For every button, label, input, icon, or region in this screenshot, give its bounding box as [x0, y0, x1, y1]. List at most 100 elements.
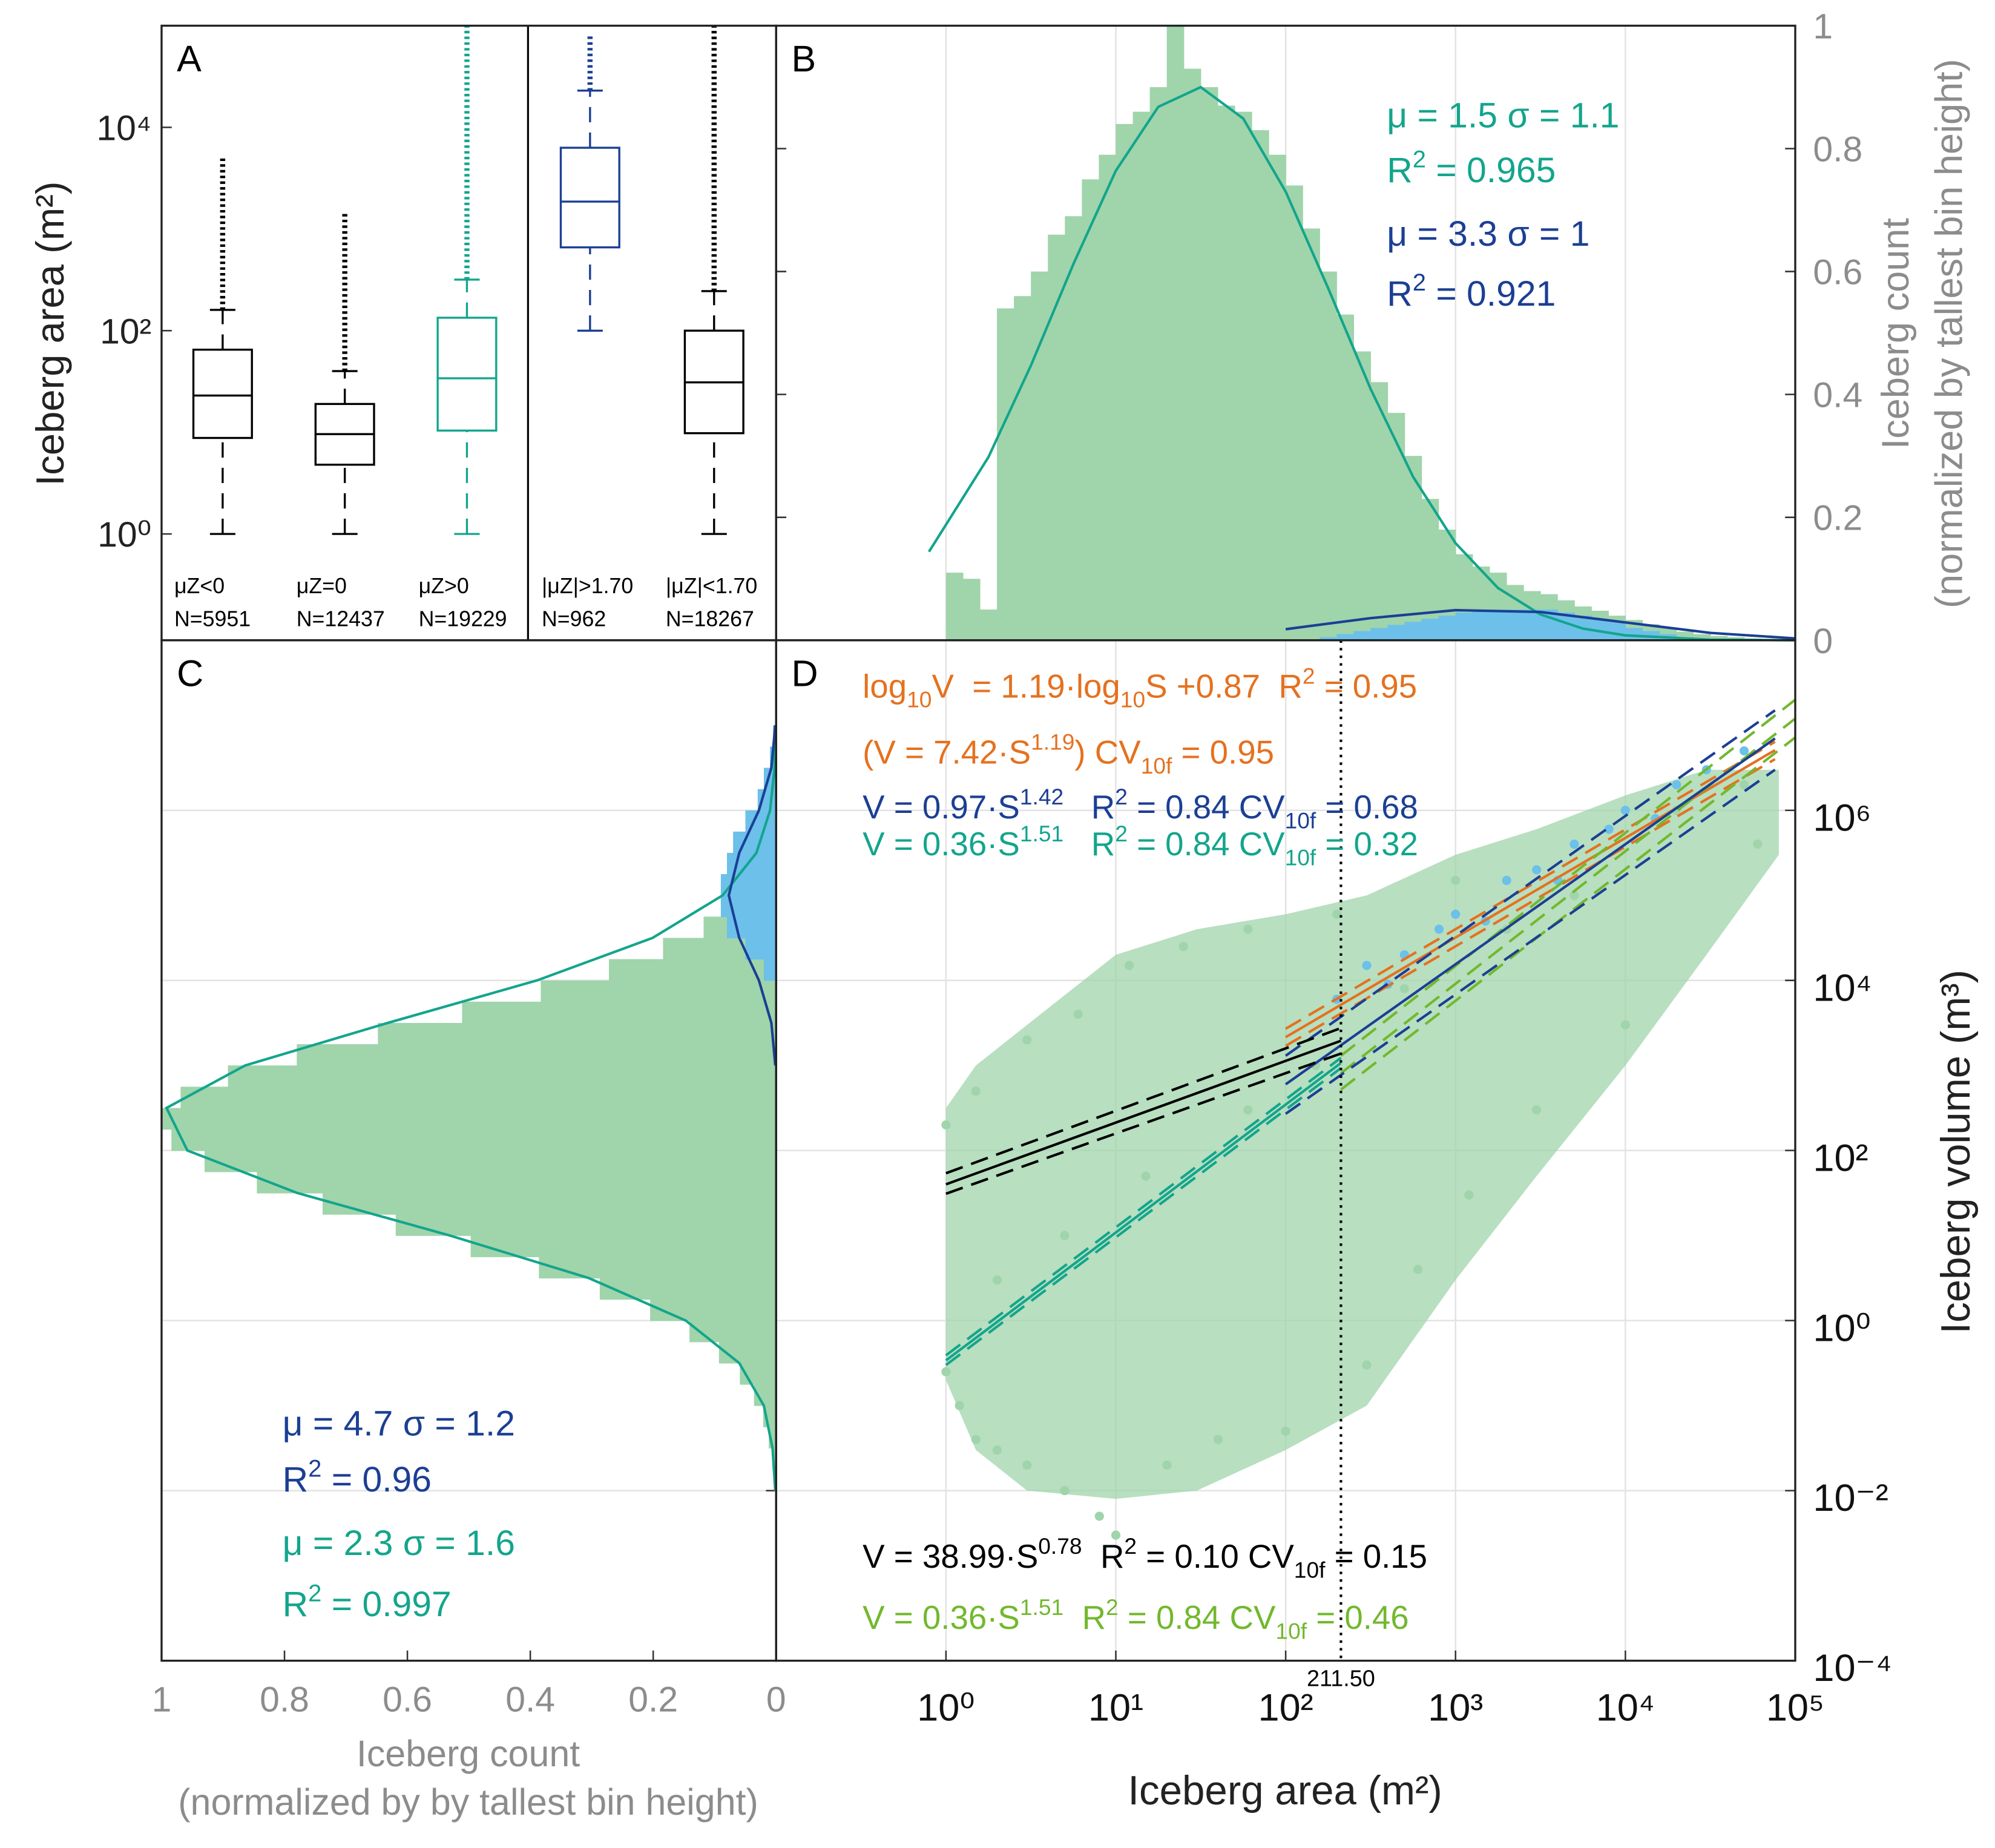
category-label: |μZ|>1.70 [542, 574, 633, 598]
annotation-part: R [1387, 151, 1413, 190]
fit-line [1340, 736, 1796, 1091]
scatter-point [1243, 924, 1253, 934]
annotation-part: V = 38.99·S [863, 1538, 1038, 1575]
annotation-part: V = 0.36·S [863, 1599, 1020, 1636]
scatter-point [1672, 780, 1681, 789]
annotation-part: = 0.10 CV [1137, 1538, 1294, 1575]
x-axis-label: Iceberg count [357, 1733, 580, 1774]
category-label: |μZ|<1.70 [666, 574, 757, 598]
histogram-bar [1251, 130, 1269, 640]
histogram-bar [1269, 154, 1286, 640]
scatter-point [1178, 942, 1188, 952]
x-tick-label: 0.8 [260, 1680, 309, 1720]
annotation-part: 1.19 [1031, 729, 1074, 755]
scatter-point [971, 1086, 981, 1096]
histogram-bar [1353, 351, 1372, 640]
x-tick-label: 10⁴ [1596, 1686, 1655, 1729]
annotation-part: μ = 2.3 σ = 1.6 [283, 1524, 515, 1563]
histogram-bar [1320, 637, 1337, 640]
y-axis-label: Iceberg volume (m³) [1933, 970, 1979, 1334]
annotation-part: 10 [907, 687, 932, 712]
histogram-bar [1116, 123, 1134, 640]
y-tick-label: 0.4 [1813, 376, 1862, 415]
fit-line [945, 1062, 1342, 1362]
annotation: V = 0.36·S1.51 R2 = 0.84 CV10f = 0.46 [863, 1594, 1409, 1643]
scatter-point [1569, 840, 1579, 849]
point-cloud [945, 769, 1779, 1499]
annotation-part: 10f [1141, 753, 1172, 778]
histogram-bar [1031, 271, 1048, 640]
annotation-part: 2 [308, 1455, 321, 1482]
annotation-part: 1.51 [1020, 821, 1063, 846]
y-tick-label: 10⁰ [1813, 1307, 1870, 1349]
box-plot [436, 25, 498, 535]
histogram-bar [171, 1129, 777, 1151]
annotation-part: V = 0.36·S [863, 826, 1020, 863]
y-axis-label: Iceberg count [1875, 218, 1917, 450]
annotation-part: = 0.95 [1172, 734, 1274, 771]
scatter-point [992, 1445, 1002, 1455]
scatter-point [1332, 909, 1342, 919]
scatter-point [1502, 875, 1511, 886]
histogram-bar [997, 308, 1014, 640]
histogram-bar [1710, 636, 1728, 640]
scatter-point [1532, 1105, 1542, 1115]
scatter-point [1362, 1360, 1372, 1370]
annotation: R2 = 0.997 [283, 1580, 452, 1624]
scatter-point [1060, 1231, 1070, 1240]
scatter-point [1362, 961, 1372, 970]
annotation-part: 10f [1275, 1618, 1307, 1643]
x-axis-label: Iceberg area (m²) [1128, 1768, 1442, 1813]
histogram-bar [462, 1001, 777, 1024]
category-label: μZ<0 [174, 574, 225, 598]
y-tick-label: 1 [1813, 7, 1833, 46]
annotation-part: = 0.95 [1315, 668, 1418, 705]
scatter-point [1243, 1105, 1253, 1115]
scatter-point [1451, 875, 1461, 886]
fit-line [1285, 740, 1776, 1030]
histogram-bar [1048, 234, 1065, 640]
histogram-bar [180, 1087, 777, 1109]
count-label: N=5951 [174, 607, 251, 631]
scatter-point [992, 1275, 1002, 1285]
x-tick-label: 0.2 [628, 1680, 678, 1720]
scatter-point [1073, 1010, 1083, 1019]
histogram-bar [378, 1022, 777, 1045]
histogram-bar [1370, 628, 1389, 640]
histogram-bar [539, 1257, 777, 1279]
annotation-part: = 0.68 [1316, 789, 1418, 826]
fit-curve [165, 725, 777, 1491]
histogram-bar [322, 1192, 777, 1215]
histogram-bar [1183, 68, 1201, 640]
histogram-bar [1099, 154, 1117, 640]
box [559, 146, 620, 249]
annotation: μ = 3.3 σ = 1 [1387, 214, 1589, 254]
annotation: V = 0.36·S1.51 R2 = 0.84 CV10f = 0.32 [863, 821, 1418, 870]
panel-label: B [791, 38, 816, 79]
y-tick-label: 0 [1813, 622, 1833, 661]
scatter-point [1739, 746, 1749, 756]
x-tick-label: 10⁰ [917, 1686, 974, 1729]
count-label: N=12437 [297, 607, 385, 631]
annotation: μ = 4.7 σ = 1.2 [283, 1404, 515, 1444]
histogram-bar [980, 609, 998, 640]
panel-frame [775, 639, 1796, 1662]
histogram-bar [1404, 622, 1422, 640]
fit-line [945, 1039, 1342, 1186]
annotation-part: 2 [308, 1580, 321, 1606]
annotation-part: 1.51 [1020, 1594, 1063, 1620]
annotation: V = 38.99·S0.78 R2 = 0.10 CV10f = 0.15 [863, 1533, 1427, 1582]
histogram-bar [718, 1341, 777, 1364]
scatter-point [971, 1435, 981, 1444]
box [192, 348, 253, 439]
histogram-bar [650, 1299, 777, 1321]
y-tick-label: 10⁴ [1813, 967, 1872, 1009]
annotation-part: V = 0.97·S [863, 789, 1020, 826]
annotation-part: = 0.84 CV [1128, 826, 1285, 863]
histogram-bar [763, 959, 777, 981]
annotation-part: 10f [1294, 1557, 1326, 1583]
fit-line [1284, 737, 1776, 1086]
histogram-bar [1472, 609, 1490, 640]
x-tick-label: 0 [766, 1680, 786, 1720]
